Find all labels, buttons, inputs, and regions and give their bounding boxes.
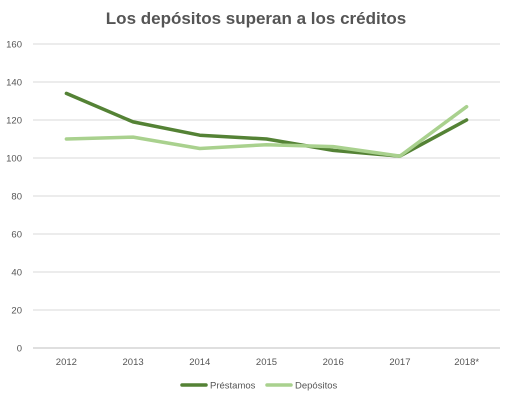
- legend: Préstamos Depósitos: [180, 381, 337, 392]
- x-tick-label: 2014: [189, 357, 210, 368]
- y-tick-label: 100: [6, 154, 22, 165]
- y-tick-label: 80: [11, 192, 22, 203]
- x-tick-label: 2012: [56, 357, 77, 368]
- series-line-depositos: [64, 104, 469, 158]
- x-tick-label: 2013: [123, 357, 144, 368]
- x-tick-label: 2018*: [454, 357, 479, 368]
- y-tick-label: 20: [11, 306, 22, 317]
- y-axis-ticks: 0 20 40 60 80 100 120 140 160: [6, 40, 22, 355]
- gridlines: [33, 43, 500, 349]
- x-axis-ticks: 2012 2013 2014 2015 2016 2017 2018*: [56, 357, 480, 368]
- y-tick-label: 60: [11, 230, 22, 241]
- legend-label: Depósitos: [295, 381, 337, 392]
- x-tick-label: 2015: [256, 357, 277, 368]
- y-tick-label: 40: [11, 268, 22, 279]
- y-tick-label: 160: [6, 40, 22, 51]
- y-tick-label: 120: [6, 116, 22, 127]
- x-tick-label: 2017: [389, 357, 410, 368]
- legend-label: Préstamos: [210, 381, 256, 392]
- series-line-prestamos: [64, 91, 469, 158]
- y-tick-label: 0: [17, 344, 22, 355]
- series-lines: [64, 91, 469, 158]
- chart-title: Los depósitos superan a los créditos: [106, 9, 406, 28]
- x-tick-label: 2016: [323, 357, 344, 368]
- y-tick-label: 140: [6, 78, 22, 89]
